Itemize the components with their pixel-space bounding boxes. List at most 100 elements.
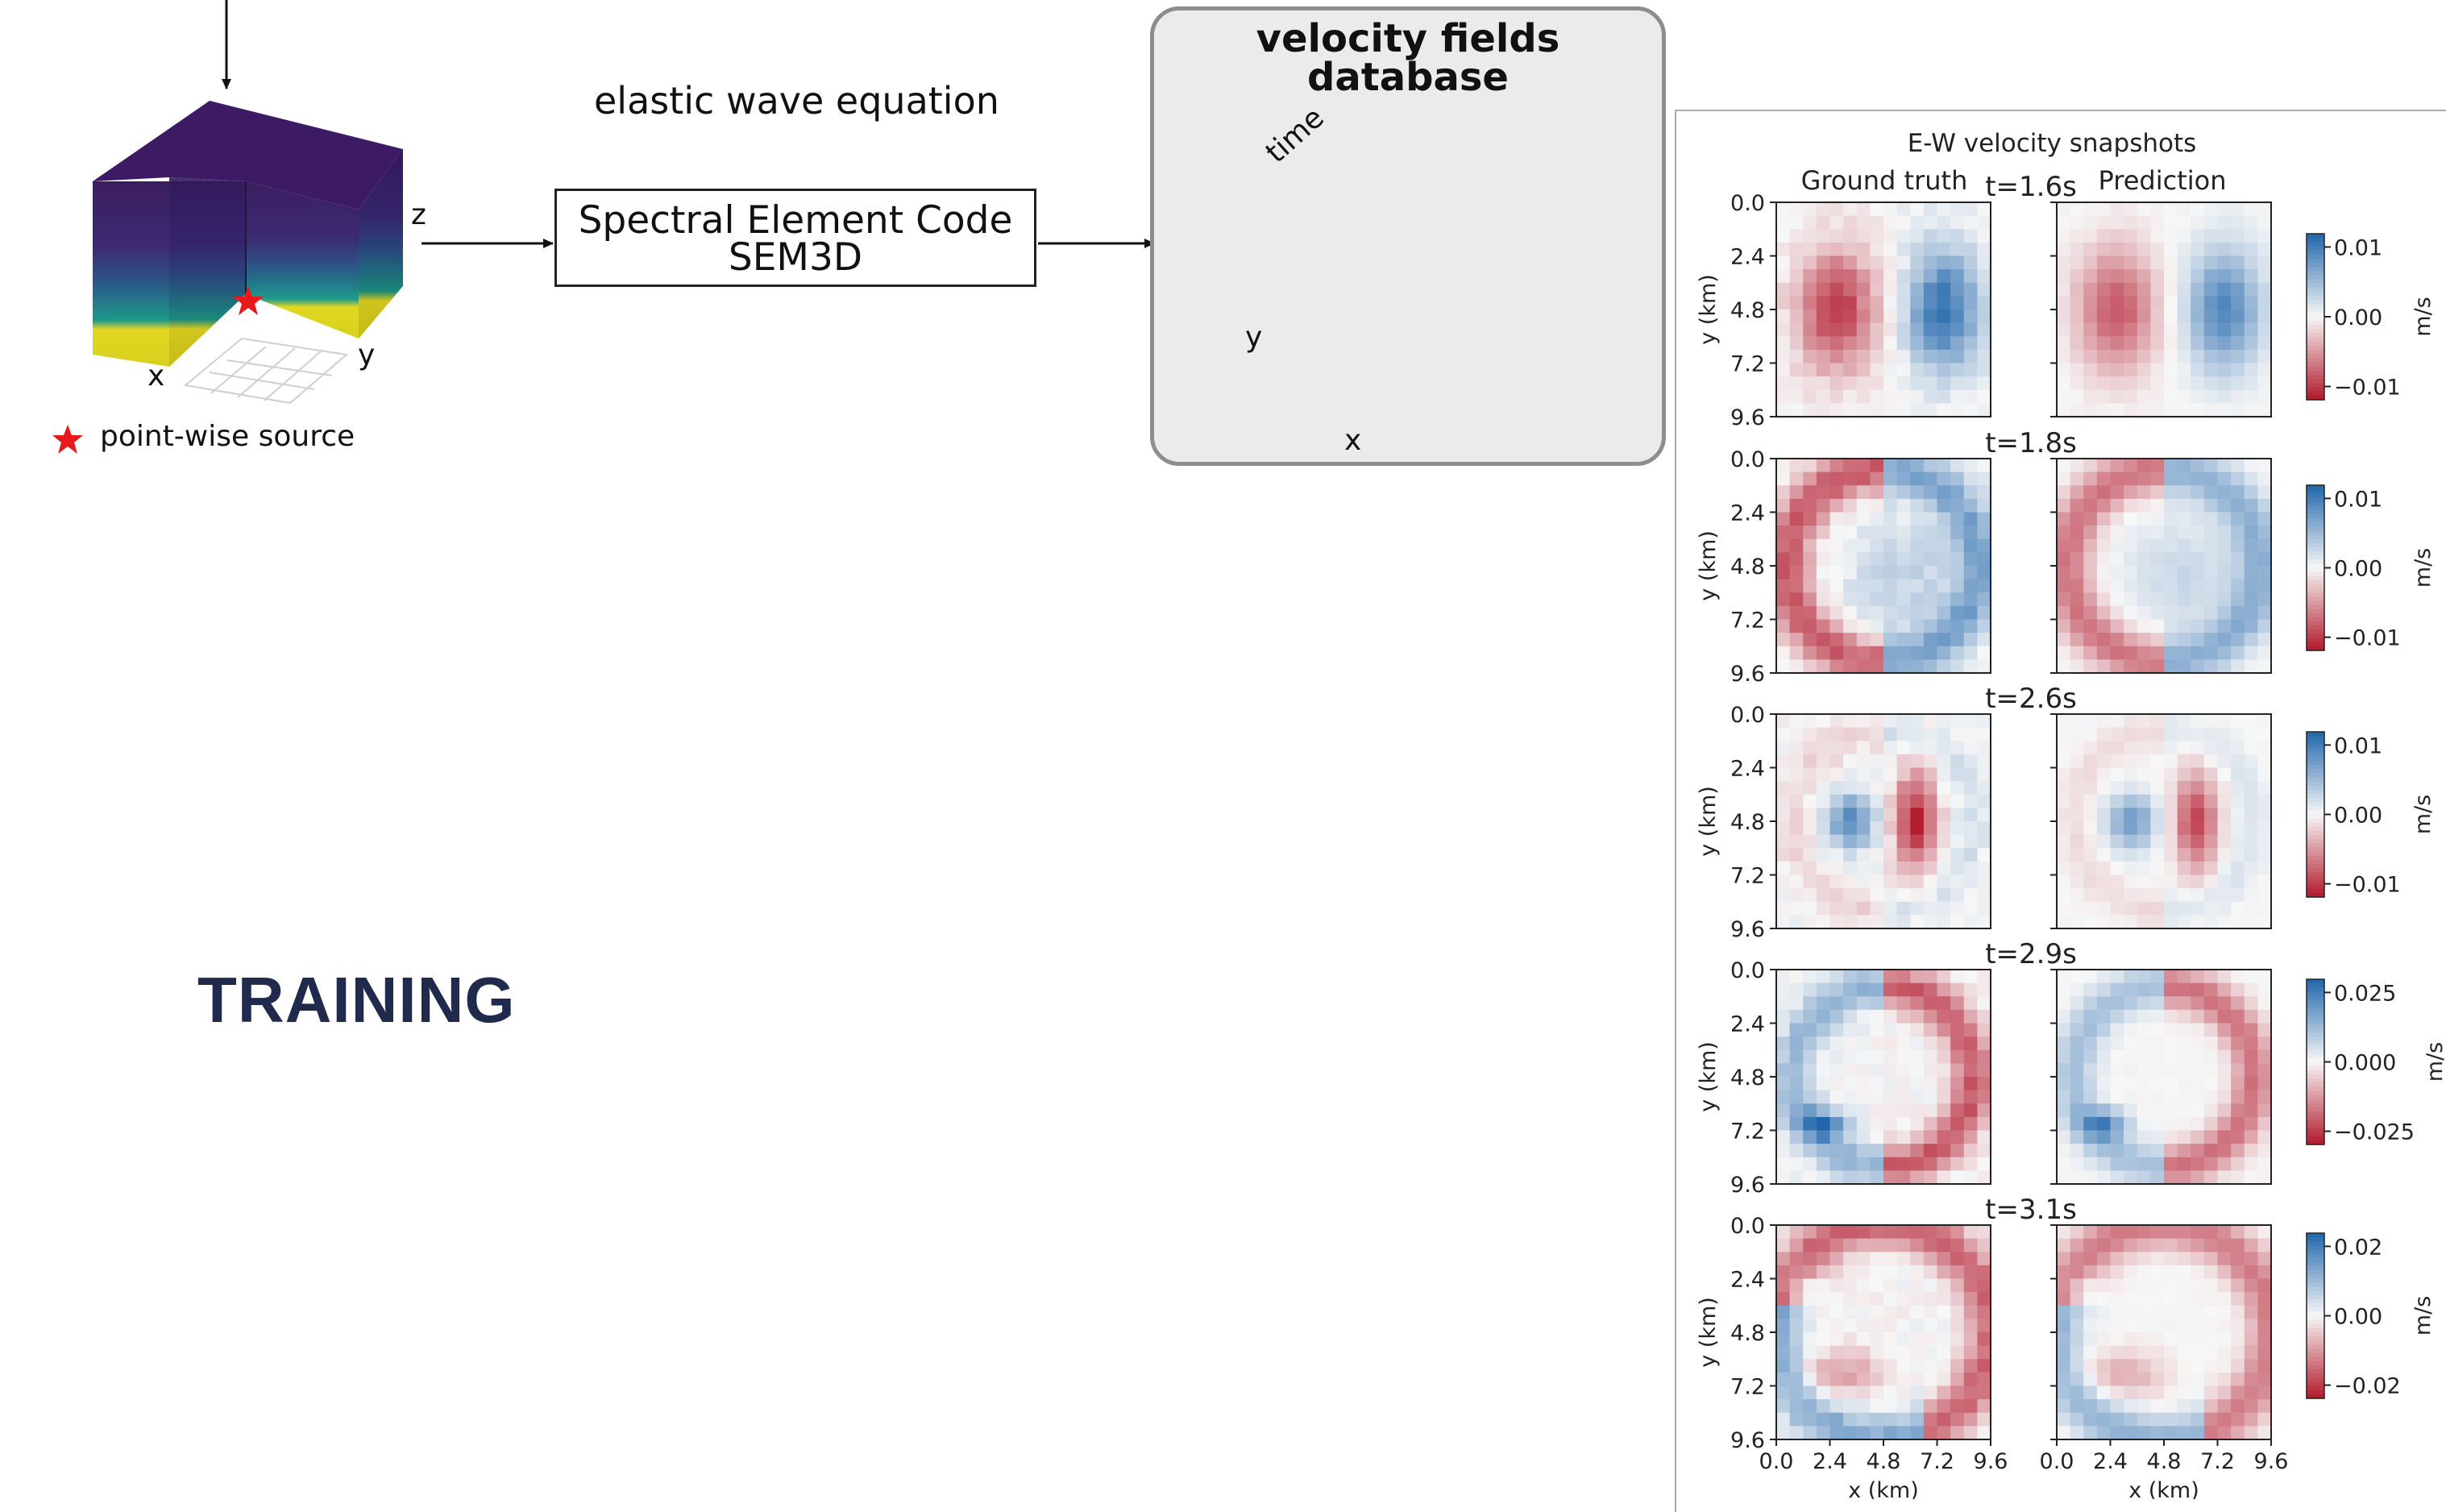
y-tick-label: 7.2 (1730, 352, 1765, 377)
y-tick-label: 0.0 (1730, 703, 1765, 728)
ground-truth-heatmap (1775, 201, 1991, 417)
snapshot-time-label: t=2.6s (1985, 683, 2077, 715)
x-axis-label: x (km) (1848, 1478, 1919, 1499)
x-tick-label: 0.0 (1759, 1449, 1794, 1474)
y-tick-label: 2.4 (1730, 757, 1765, 782)
snapshots-title: E-W velocity snapshots (1908, 129, 2197, 158)
colorbar (2306, 233, 2325, 401)
x-tick-label: 2.4 (2093, 1449, 2128, 1474)
prediction-heatmap (2056, 1224, 2272, 1440)
colorbar-tick-label: 0.01 (2334, 487, 2382, 512)
colorbar-unit-label: m/s (2411, 1296, 2436, 1335)
x-tick-label: 9.6 (2254, 1449, 2289, 1474)
colorbar-unit-label: m/s (2411, 795, 2436, 834)
y-tick-label: 2.4 (1730, 1012, 1765, 1037)
database-title-line2: database (1307, 55, 1509, 100)
colorbar-tick-label: 0.02 (2334, 1235, 2382, 1260)
y-tick-label: 7.2 (1730, 609, 1765, 633)
axis-label-z: z (411, 198, 426, 231)
colorbar-tick-label: 0.025 (2334, 981, 2396, 1006)
colorbar-tick-label: −0.01 (2334, 376, 2401, 401)
colorbar-unit-label: m/s (2423, 1042, 2446, 1082)
ground-truth-heatmap (1775, 713, 1991, 929)
x-axis-label: x (km) (2128, 1478, 2199, 1499)
x-tick-label: 4.8 (2147, 1449, 2182, 1474)
colorbar-tick-label: −0.02 (2334, 1374, 2401, 1399)
axis-label-x: x (147, 359, 165, 393)
colorbar (2306, 1232, 2325, 1399)
y-axis-label: y (km) (1696, 1041, 1721, 1112)
y-tick-label: 2.4 (1730, 1268, 1765, 1293)
x-tick-label: 4.8 (1867, 1449, 1901, 1474)
db-axis-label-x: x (1344, 424, 1362, 457)
y-tick-label: 7.2 (1730, 1119, 1765, 1144)
y-tick-label: 0.0 (1730, 447, 1765, 472)
y-axis-label: y (km) (1696, 786, 1721, 857)
prediction-heatmap (2056, 969, 2272, 1185)
snapshot-time-label: t=2.9s (1985, 938, 2077, 970)
x-tick-label: 9.6 (1974, 1449, 2008, 1474)
y-tick-label: 4.8 (1730, 555, 1765, 579)
y-tick-label: 7.2 (1730, 1375, 1765, 1400)
solver-name: Spectral Element Code (578, 198, 1013, 243)
y-tick-label: 9.6 (1730, 662, 1765, 687)
snapshot-time-label: t=1.6s (1985, 171, 2077, 203)
prediction-heatmap (2056, 713, 2272, 929)
y-axis-label: y (km) (1696, 1297, 1721, 1368)
colorbar-tick-label: 0.00 (2334, 804, 2382, 829)
colorbar-tick-label: 0.00 (2334, 1305, 2382, 1330)
source-legend-label: point-wise source (100, 420, 355, 453)
y-tick-label: 4.8 (1730, 298, 1765, 323)
db-axis-label-y: y (1245, 321, 1263, 354)
ground-truth-heatmap (1775, 969, 1991, 1185)
y-axis-label: y (km) (1696, 274, 1721, 345)
colorbar-tick-label: −0.01 (2334, 626, 2401, 651)
database-title: velocity fields database (1150, 19, 1666, 97)
prediction-heatmap (2056, 201, 2272, 417)
y-tick-label: 9.6 (1730, 917, 1765, 942)
y-tick-label: 9.6 (1730, 1428, 1765, 1453)
database-panel (1150, 6, 1666, 466)
colorbar-tick-label: 0.000 (2334, 1051, 2396, 1076)
y-tick-label: 4.8 (1730, 1065, 1765, 1090)
database-title-line1: velocity fields (1256, 16, 1560, 61)
training-label: TRAINING (197, 964, 516, 1036)
colorbar-tick-label: −0.01 (2334, 873, 2401, 898)
y-tick-label: 9.6 (1730, 405, 1765, 430)
colorbar-unit-label: m/s (2411, 548, 2436, 588)
prediction-heatmap (2056, 458, 2272, 674)
y-tick-label: 4.8 (1730, 810, 1765, 835)
colorbar-unit-label: m/s (2411, 297, 2436, 336)
colorbar (2306, 484, 2325, 651)
legend-star-icon (52, 425, 83, 454)
snapshot-time-label: t=3.1s (1985, 1194, 2077, 1226)
x-tick-label: 7.2 (1920, 1449, 1954, 1474)
colorbar-tick-label: 0.01 (2334, 733, 2382, 758)
y-axis-label: y (km) (1696, 530, 1721, 601)
y-tick-label: 4.8 (1730, 1321, 1765, 1346)
column-title-prediction: Prediction (2099, 165, 2227, 196)
y-tick-label: 9.6 (1730, 1173, 1765, 1198)
source-star-icon (233, 286, 264, 315)
axis-label-y: y (358, 339, 376, 372)
y-tick-label: 2.4 (1730, 245, 1765, 270)
velocity-model-cube (93, 101, 403, 405)
ground-truth-heatmap (1775, 1224, 1991, 1440)
colorbar-tick-label: 0.00 (2334, 557, 2382, 582)
snapshot-figure-frame (1675, 110, 2446, 1512)
y-tick-label: 2.4 (1730, 501, 1765, 526)
ground-truth-heatmap (1775, 458, 1991, 674)
colorbar-tick-label: 0.01 (2334, 235, 2382, 260)
y-tick-label: 7.2 (1730, 864, 1765, 889)
y-tick-label: 0.0 (1730, 1214, 1765, 1239)
colorbar-tick-label: −0.025 (2334, 1120, 2415, 1145)
x-tick-label: 7.2 (2200, 1449, 2235, 1474)
wave-equation-label: elastic wave equation (594, 79, 999, 123)
x-tick-label: 2.4 (1813, 1449, 1847, 1474)
solver-code: SEM3D (728, 235, 863, 280)
colorbar-tick-label: 0.00 (2334, 305, 2382, 330)
x-tick-label: 0.0 (2040, 1449, 2074, 1474)
colorbar (2306, 731, 2325, 898)
